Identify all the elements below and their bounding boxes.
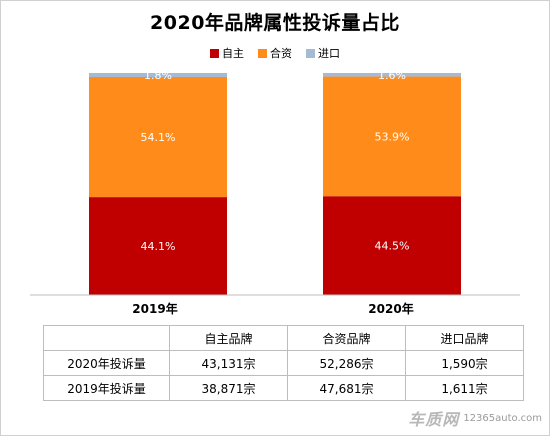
data-label-domestic-2019: 44.1% [141,240,176,253]
data-label-import-2020: 1.6% [378,69,406,82]
legend-swatch-import [306,48,315,58]
x-tick-label-2020: 2020年 [368,302,414,316]
table-cell: 1,590宗 [405,350,524,376]
watermark-logo: 车质网 [408,410,460,429]
table-cell: 38,871宗 [169,375,288,401]
legend-swatch-domestic [210,48,219,58]
bar-import-2020 [323,73,461,77]
data-label-domestic-2020: 44.5% [375,240,410,253]
table-cell: 47,681宗 [287,375,406,401]
bar-joint-venture-2019 [89,76,227,198]
watermark: 车质网 12365auto.com [408,406,542,430]
chart-legend: 自主 合资 进口 [0,45,550,61]
table-cell: 43,131宗 [169,350,288,376]
bar-joint-venture-2020 [323,76,461,197]
table-header-row: 自主品牌 合资品牌 进口品牌 [43,325,524,351]
table-header-joint-venture: 合资品牌 [287,325,406,351]
bar-domestic-2020 [323,196,461,295]
table-header-domestic: 自主品牌 [169,325,288,351]
legend-label-joint-venture: 合资 [270,47,292,60]
chart-title: 2020年品牌属性投诉量占比 [150,12,400,34]
legend-item-domestic: 自主 [210,45,244,61]
table-cell: 52,286宗 [287,350,406,376]
data-label-joint-venture-2019: 54.1% [141,131,176,144]
chart-plot-area: 44.1% 54.1% 1.8% 44.5% 53.9% 1.6% [30,69,520,296]
table-row: 2020年投诉量 43,131宗 52,286宗 1,590宗 [43,350,524,376]
legend-item-joint-venture: 合资 [258,45,292,61]
data-label-joint-venture-2020: 53.9% [375,130,410,143]
table-cell: 1,611宗 [405,375,524,401]
table-row: 2019年投诉量 38,871宗 47,681宗 1,611宗 [43,375,524,401]
legend-swatch-joint-venture [258,48,267,58]
watermark-url: 12365auto.com [463,412,542,424]
table-row-label: 2020年投诉量 [43,350,170,376]
table-row-label: 2019年投诉量 [43,375,170,401]
legend-item-import: 进口 [306,45,340,61]
data-table: 自主品牌 合资品牌 进口品牌 2020年投诉量 43,131宗 52,286宗 … [43,325,524,401]
bar-domestic-2019 [89,197,227,295]
table-header-import: 进口品牌 [405,325,524,351]
data-label-import-2019: 1.8% [144,69,172,82]
legend-label-domestic: 自主 [222,47,244,60]
bar-import-2019 [89,73,227,77]
x-tick-label-2019: 2019年 [132,302,178,316]
legend-label-import: 进口 [318,47,340,60]
table-corner-cell [43,325,170,351]
